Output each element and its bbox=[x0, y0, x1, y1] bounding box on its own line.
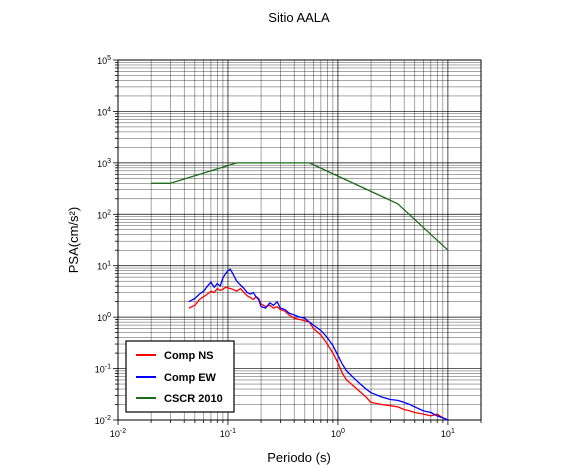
x-tick-label: 101 bbox=[441, 428, 455, 439]
series-line-cscr-2010 bbox=[151, 162, 449, 251]
legend-box bbox=[125, 340, 235, 413]
grid bbox=[117, 59, 482, 421]
x-tick-label: 10-1 bbox=[220, 428, 236, 439]
y-tick-label: 101 bbox=[97, 261, 111, 272]
x-tick-label: 100 bbox=[331, 428, 345, 439]
tick-marks bbox=[113, 59, 482, 425]
y-tick-label: 100 bbox=[97, 312, 111, 323]
y-tick-label: 104 bbox=[97, 106, 111, 117]
legend-label-comp-ew: Comp EW bbox=[164, 372, 217, 384]
chart-title: Sitio AALA bbox=[268, 10, 330, 25]
legend-label-cscr-2010: CSCR 2010 bbox=[164, 393, 223, 405]
series-line-comp-ns bbox=[188, 286, 449, 421]
legend-label-comp-ns: Comp NS bbox=[164, 350, 214, 362]
y-tick-label: 105 bbox=[97, 55, 111, 66]
y-tick-label: 102 bbox=[97, 209, 111, 220]
x-axis-label: Periodo (s) bbox=[267, 450, 331, 465]
y-tick-label: 10-1 bbox=[95, 364, 111, 375]
x-tick-label: 10-2 bbox=[110, 428, 126, 439]
y-tick-labels: 10-2 10-1 100 101 102 103 104 105 bbox=[95, 55, 111, 426]
x-tick-labels: 10-2 10-1 100 101 bbox=[110, 428, 455, 439]
plot-frame bbox=[117, 59, 482, 421]
series-line-comp-ew bbox=[188, 268, 449, 421]
y-axis-label: PSA(cm/s²) bbox=[66, 207, 81, 273]
y-tick-label: 10-2 bbox=[95, 415, 111, 426]
legend: Comp NS Comp EW CSCR 2010 bbox=[125, 340, 235, 413]
series-layer bbox=[151, 162, 449, 421]
y-tick-label: 103 bbox=[97, 158, 111, 169]
